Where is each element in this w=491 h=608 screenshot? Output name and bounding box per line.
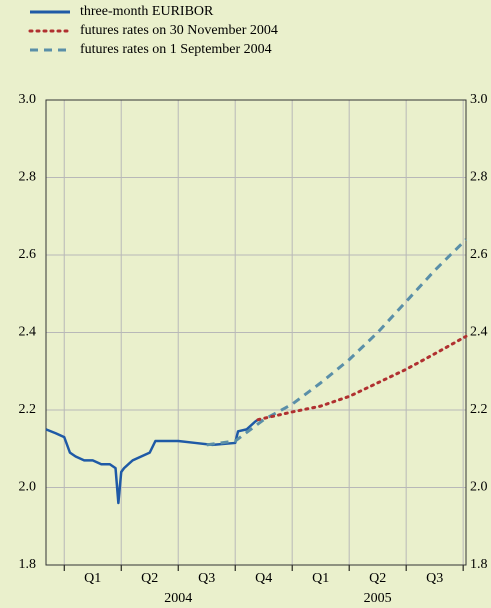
y2-tick-label: 2.2 [470, 402, 488, 417]
series-line [256, 334, 468, 422]
x-tick-label: Q2 [369, 571, 386, 586]
legend-label: three-month EURIBOR [80, 4, 214, 19]
legend-label: futures rates on 1 September 2004 [80, 42, 272, 57]
y-tick-label: 1.8 [19, 557, 37, 572]
y-tick-label: 2.8 [19, 170, 37, 185]
y-tick-label: 2.0 [19, 480, 37, 495]
y-tick-label: 2.4 [19, 325, 37, 340]
x-tick-label: Q3 [426, 571, 443, 586]
series-line [45, 418, 259, 505]
x-tick-label: Q2 [141, 571, 158, 586]
y2-tick-label: 1.8 [470, 557, 488, 572]
year-label: 2004 [164, 591, 192, 606]
series-line [206, 238, 468, 447]
y-tick-label: 2.2 [19, 402, 37, 417]
legend-label: futures rates on 30 November 2004 [80, 23, 278, 38]
x-tick-label: Q1 [312, 571, 329, 586]
plot-frame [45, 99, 467, 566]
y-tick-label: 2.6 [19, 247, 37, 262]
y2-tick-label: 2.8 [470, 170, 488, 185]
y-tick-label: 3.0 [19, 92, 37, 107]
y2-tick-label: 2.6 [470, 247, 488, 262]
y2-tick-label: 2.0 [470, 480, 488, 495]
x-tick-label: Q4 [255, 571, 272, 586]
y2-tick-label: 3.0 [470, 92, 488, 107]
year-label: 2005 [364, 591, 392, 606]
y2-tick-label: 2.4 [470, 325, 488, 340]
x-tick-label: Q3 [198, 571, 215, 586]
x-tick-label: Q1 [84, 571, 101, 586]
